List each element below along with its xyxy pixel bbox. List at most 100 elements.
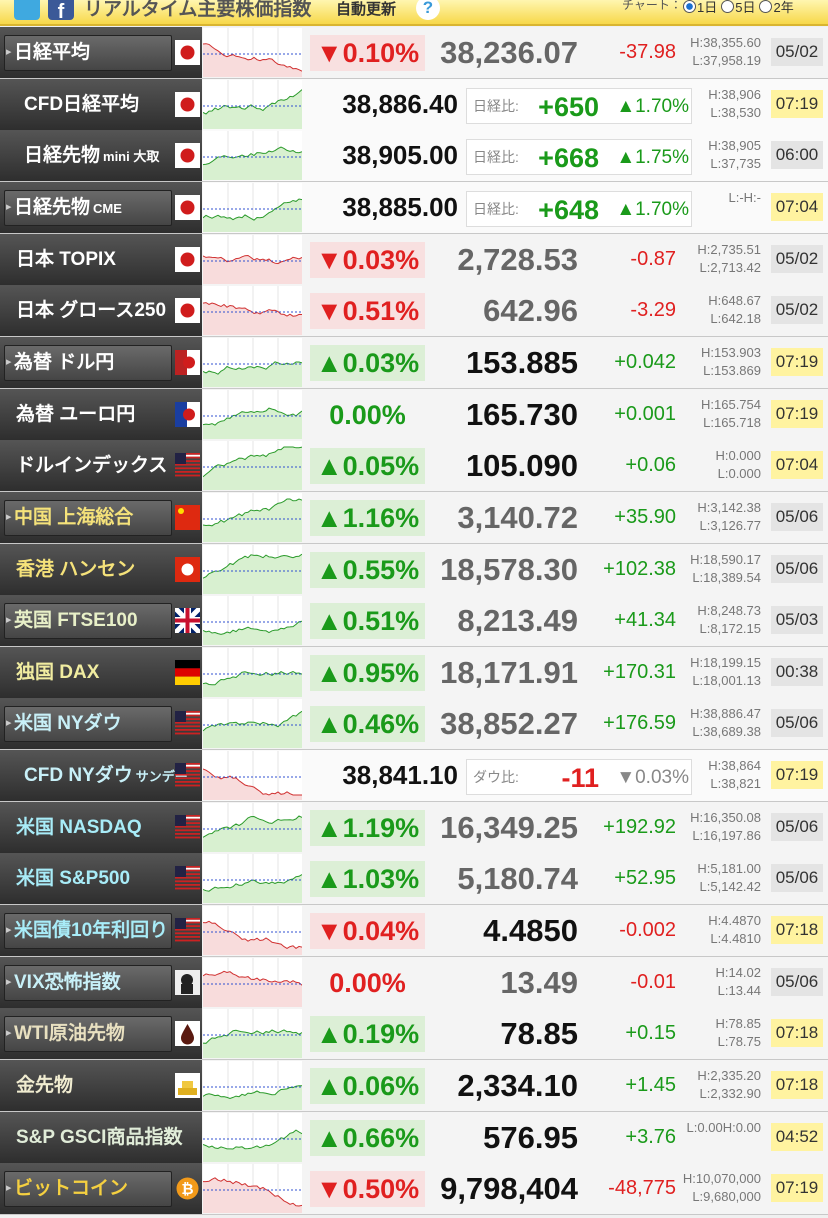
mini-chart[interactable] xyxy=(202,131,303,181)
update-time: 05/02 xyxy=(771,244,823,273)
row-name: S&P GSCI商品指数 xyxy=(16,1112,182,1163)
shape xyxy=(175,932,200,935)
social-icons[interactable]: f xyxy=(14,0,78,22)
name-cell: 香港 ハンセン xyxy=(0,543,202,595)
expand-button[interactable] xyxy=(4,499,172,536)
expand-button[interactable] xyxy=(4,603,172,640)
compare-pct: ▼0.03% xyxy=(616,767,689,789)
mini-chart[interactable] xyxy=(202,1061,302,1110)
high: H:165.754 xyxy=(701,396,761,412)
row-name: 米国 NYダウ xyxy=(14,698,122,749)
change-percent: ▲0.19% xyxy=(310,1016,425,1053)
name-text: 日経先物 xyxy=(14,196,91,218)
high: H:38,864 xyxy=(708,758,761,774)
high: H:38,355.60 xyxy=(690,35,761,50)
mini-chart[interactable] xyxy=(202,647,303,697)
price: 18,171.91 xyxy=(440,654,578,690)
mini-chart[interactable] xyxy=(202,906,303,956)
expand-button[interactable] xyxy=(4,1016,172,1053)
flag-box xyxy=(175,1073,200,1098)
shape xyxy=(202,620,303,636)
radio[interactable] xyxy=(759,0,773,13)
mini-chart[interactable] xyxy=(202,337,303,387)
radio[interactable] xyxy=(683,0,696,13)
shape xyxy=(183,408,195,421)
shape xyxy=(202,1085,302,1100)
flag xyxy=(175,298,200,324)
flag xyxy=(175,918,200,942)
shape xyxy=(175,919,200,922)
sparkline xyxy=(202,1009,303,1059)
compare-pct: ▲1.75% xyxy=(616,147,689,169)
flag-box xyxy=(173,606,202,635)
radio[interactable] xyxy=(721,0,735,13)
shape xyxy=(175,925,200,928)
name-text: 香港 ハンセン xyxy=(16,558,136,580)
expand-button[interactable] xyxy=(4,35,172,71)
mini-chart[interactable] xyxy=(202,234,303,284)
range-option[interactable]: 2年 xyxy=(759,0,794,15)
mini-chart[interactable] xyxy=(202,854,303,904)
change-percent: ▲0.46% xyxy=(310,706,425,743)
expand-arrow: ▸ xyxy=(6,717,12,730)
low: L:9,680,000 xyxy=(692,1189,761,1205)
compare-label: 日経比: xyxy=(473,149,519,166)
range-option[interactable]: 1日 xyxy=(683,0,717,15)
shape xyxy=(180,97,195,112)
name-sub: mini 大取 xyxy=(103,149,160,165)
expand-button[interactable] xyxy=(4,1171,172,1208)
shape xyxy=(203,147,302,181)
high: H:38,906 xyxy=(708,86,761,102)
high-low: L:0.00H:0.00 xyxy=(686,1119,761,1135)
mini-chart[interactable] xyxy=(202,441,303,491)
expand-button[interactable] xyxy=(4,964,172,1001)
mini-chart[interactable] xyxy=(202,1009,303,1059)
shape xyxy=(175,869,200,872)
update-time: 05/03 xyxy=(771,606,823,635)
mini-chart[interactable] xyxy=(203,1164,303,1214)
mini-chart[interactable] xyxy=(202,1112,303,1162)
expand-button[interactable] xyxy=(4,189,172,226)
shape xyxy=(175,877,200,879)
mini-chart[interactable] xyxy=(202,28,303,77)
change: +170.31 xyxy=(603,660,676,683)
shape xyxy=(180,200,195,215)
expand-button[interactable] xyxy=(4,913,172,950)
change-percent: ▲0.51% xyxy=(310,603,425,640)
flag xyxy=(175,556,200,582)
mini-chart[interactable] xyxy=(202,957,303,1007)
help-button[interactable]: ? xyxy=(416,0,440,20)
shape xyxy=(203,43,302,77)
high: H:38,886.47 xyxy=(690,706,761,722)
mini-chart[interactable] xyxy=(202,286,303,336)
price: 8,213.49 xyxy=(457,603,578,639)
shape xyxy=(202,407,303,426)
low: L:18,389.54 xyxy=(692,569,761,585)
mini-chart[interactable] xyxy=(202,492,303,542)
mini-chart[interactable] xyxy=(202,79,303,129)
flag xyxy=(175,91,200,117)
shape xyxy=(175,829,200,831)
name-cell: CFD日経平均 xyxy=(0,78,202,130)
mini-chart[interactable] xyxy=(202,544,303,594)
sparkline xyxy=(202,854,303,904)
mini-chart[interactable] xyxy=(202,802,303,852)
shape xyxy=(175,880,200,883)
change: -3.29 xyxy=(630,299,676,322)
row-name: 日経先物 CME xyxy=(14,182,122,233)
flag xyxy=(175,659,200,685)
name-text: 独国 DAX xyxy=(16,661,100,683)
mini-chart[interactable] xyxy=(202,699,303,749)
table-row: 為替 ユーロ円 0.00% 165.730 +0.001 H:165.754 L:165.… xyxy=(0,388,828,441)
mini-chart[interactable] xyxy=(202,751,302,801)
compare-diff: +648 xyxy=(538,194,599,225)
row-name: 日本 グロース250 xyxy=(16,285,166,336)
mini-chart[interactable] xyxy=(202,389,303,439)
range-option[interactable]: 5日 xyxy=(721,0,755,15)
sparkline xyxy=(202,492,303,542)
mini-chart[interactable] xyxy=(202,182,303,232)
expand-button[interactable] xyxy=(4,344,172,381)
expand-button[interactable] xyxy=(4,706,172,743)
mini-chart[interactable] xyxy=(202,596,303,646)
shape: ₿ xyxy=(181,1181,193,1198)
